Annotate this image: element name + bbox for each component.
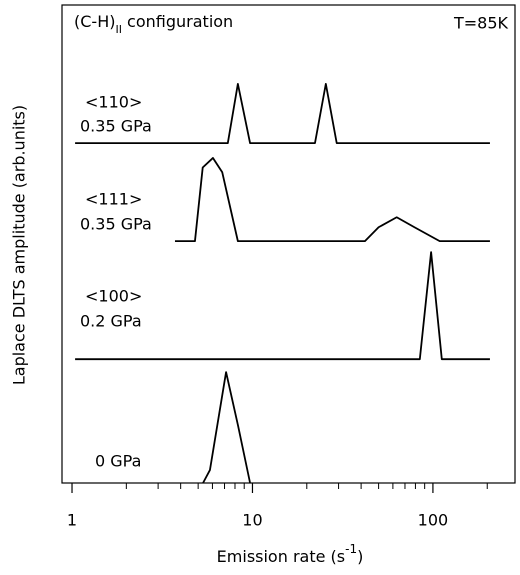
series-label: <110> [85,93,142,112]
x-tick-label: 1 [67,511,77,530]
annotation: T=85K [453,14,509,33]
x-label-main: Emission rate (s [217,547,345,566]
spectrum-line [75,82,490,145]
chart-title: (C-H)II configuration [74,12,233,37]
series-pressure: 0.35 GPa [80,117,152,136]
title-suffix: configuration [122,12,233,31]
title-subscript: II [115,23,122,36]
title-main: (C-H) [74,12,115,31]
series-label: <100> [85,287,142,306]
x-axis-label: Emission rate (s-1) [217,542,364,566]
series-label: <111> [85,190,142,209]
x-label-end: ) [357,547,363,566]
x-tick-label: 100 [418,511,449,530]
x-label-superscript: -1 [345,542,357,556]
spectrum-line [75,251,490,361]
series-pressure: 0.2 GPa [80,312,142,331]
plot-frame [61,4,516,484]
series-pressure: 0 GPa [95,452,141,471]
x-tick-label: 10 [242,511,262,530]
spectrum-line [202,371,251,484]
spectrum-line [174,157,490,243]
series-pressure: 0.35 GPa [80,215,152,234]
y-axis-label: Laplace DLTS amplitude (arb.units) [10,105,29,385]
